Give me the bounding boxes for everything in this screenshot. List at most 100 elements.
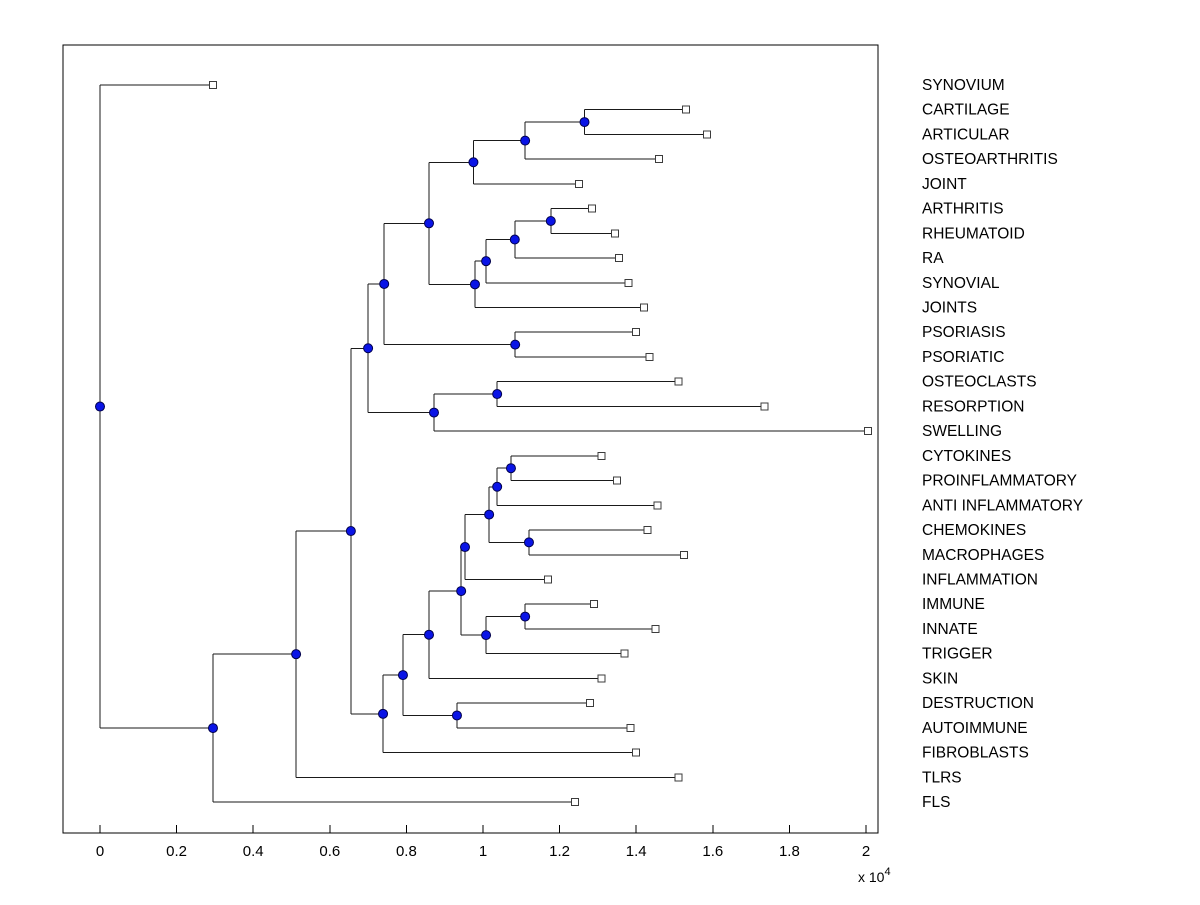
leaf-label: DESTRUCTION [922, 695, 1034, 712]
leaf-marker [703, 130, 712, 139]
leaf-label: CHEMOKINES [922, 522, 1026, 539]
leaf-label: CARTILAGE [922, 102, 1010, 119]
x-tick-label: 2 [862, 843, 870, 860]
cluster-node-marker [397, 670, 408, 681]
cluster-node-marker [492, 389, 503, 400]
leaf-label: FIBROBLASTS [922, 745, 1029, 762]
leaf-marker [620, 649, 629, 658]
leaf-marker [639, 303, 648, 312]
leaf-marker [645, 352, 654, 361]
leaf-marker [614, 254, 623, 263]
cluster-node-marker [378, 708, 389, 719]
leaf-label: RESORPTION [922, 398, 1024, 415]
leaf-marker [863, 427, 872, 436]
x-tick-label: 1.6 [702, 843, 723, 860]
leaf-marker [655, 155, 664, 164]
leaf-marker [626, 723, 635, 732]
leaf-label: PSORIASIS [922, 324, 1006, 341]
cluster-node-marker [291, 649, 302, 660]
leaf-label: MACROPHAGES [922, 547, 1044, 564]
cluster-node-marker [523, 537, 534, 548]
cluster-node-marker [481, 630, 492, 641]
leaf-marker [588, 204, 597, 213]
leaf-marker [544, 575, 553, 584]
leaf-marker [586, 699, 595, 708]
cluster-node-marker [363, 343, 374, 354]
leaf-label: PSORIATIC [922, 349, 1004, 366]
leaf-marker [681, 105, 690, 114]
leaf-label: SYNOVIUM [922, 77, 1005, 94]
leaf-marker [632, 748, 641, 757]
x-tick-label: 1.8 [779, 843, 800, 860]
leaf-label: OSTEOCLASTS [922, 374, 1037, 391]
leaf-label: INFLAMMATION [922, 571, 1038, 588]
leaf-marker [632, 328, 641, 337]
cluster-node-marker [468, 157, 479, 168]
cluster-node-marker [481, 256, 492, 267]
cluster-node-marker [505, 463, 516, 474]
cluster-node-marker [510, 339, 521, 350]
leaf-label: JOINTS [922, 300, 977, 317]
leaf-label: AUTOIMMUNE [922, 720, 1028, 737]
leaf-marker [653, 501, 662, 510]
x-tick-label: 0.8 [396, 843, 417, 860]
leaf-marker [597, 451, 606, 460]
leaf-marker [674, 773, 683, 782]
x-tick-label: 1 [479, 843, 487, 860]
leaf-label: ARTHRITIS [922, 201, 1004, 218]
leaf-label: PROINFLAMMATORY [922, 473, 1077, 490]
leaf-marker [208, 81, 217, 89]
cluster-node-marker [207, 723, 218, 734]
leaf-label: RA [922, 250, 944, 267]
x-tick-label: 0.2 [166, 843, 187, 860]
axis-multiplier-base: x 10 [858, 869, 885, 885]
leaf-marker [643, 526, 652, 535]
leaf-marker [590, 600, 599, 609]
leaf-label: FLS [922, 794, 950, 811]
x-tick-label: 1.2 [549, 843, 570, 860]
cluster-node-marker [545, 215, 556, 226]
axis-multiplier-label: x 104 [858, 866, 891, 885]
leaf-label: RHEUMATOID [922, 225, 1025, 242]
cluster-node-marker [95, 401, 105, 412]
x-tick-label: 0 [96, 843, 104, 860]
leaf-label: TLRS [922, 769, 962, 786]
leaf-label: OSTEOARTHRITIS [922, 151, 1058, 168]
cluster-node-marker [469, 279, 480, 290]
cluster-node-marker [451, 710, 462, 721]
leaf-label: INNATE [922, 621, 978, 638]
cluster-node-marker [509, 234, 520, 245]
leaf-marker [651, 624, 660, 633]
leaf-marker [574, 179, 583, 188]
leaf-marker [597, 674, 606, 683]
leaf-marker [760, 402, 769, 411]
x-tick-label: 0.6 [319, 843, 340, 860]
leaf-label: JOINT [922, 176, 967, 193]
cluster-node-marker [492, 481, 503, 492]
x-tick-label: 1.4 [626, 843, 647, 860]
cluster-node-marker [456, 586, 467, 597]
leaf-label: CYTOKINES [922, 448, 1011, 465]
leaf-label: ARTICULAR [922, 126, 1010, 143]
leaf-marker [624, 278, 633, 287]
cluster-node-marker [379, 278, 390, 289]
cluster-node-marker [484, 509, 495, 520]
leaf-label: ANTI INFLAMMATORY [922, 497, 1083, 514]
x-tick-label: 0.4 [243, 843, 264, 860]
leaf-marker [680, 550, 689, 559]
cluster-node-marker [579, 117, 590, 128]
leaf-label: SYNOVIAL [922, 275, 1000, 292]
axis-multiplier-exponent: 4 [884, 866, 890, 878]
leaf-label: SWELLING [922, 423, 1002, 440]
leaf-marker [611, 229, 620, 238]
cluster-node-marker [520, 611, 531, 622]
leaf-label: SKIN [922, 670, 958, 687]
cluster-node-marker [459, 542, 470, 553]
leaf-marker [570, 797, 579, 806]
leaf-marker [674, 377, 683, 386]
cluster-node-marker [345, 526, 356, 537]
leaf-marker [613, 476, 622, 485]
leaf-label: IMMUNE [922, 596, 985, 613]
